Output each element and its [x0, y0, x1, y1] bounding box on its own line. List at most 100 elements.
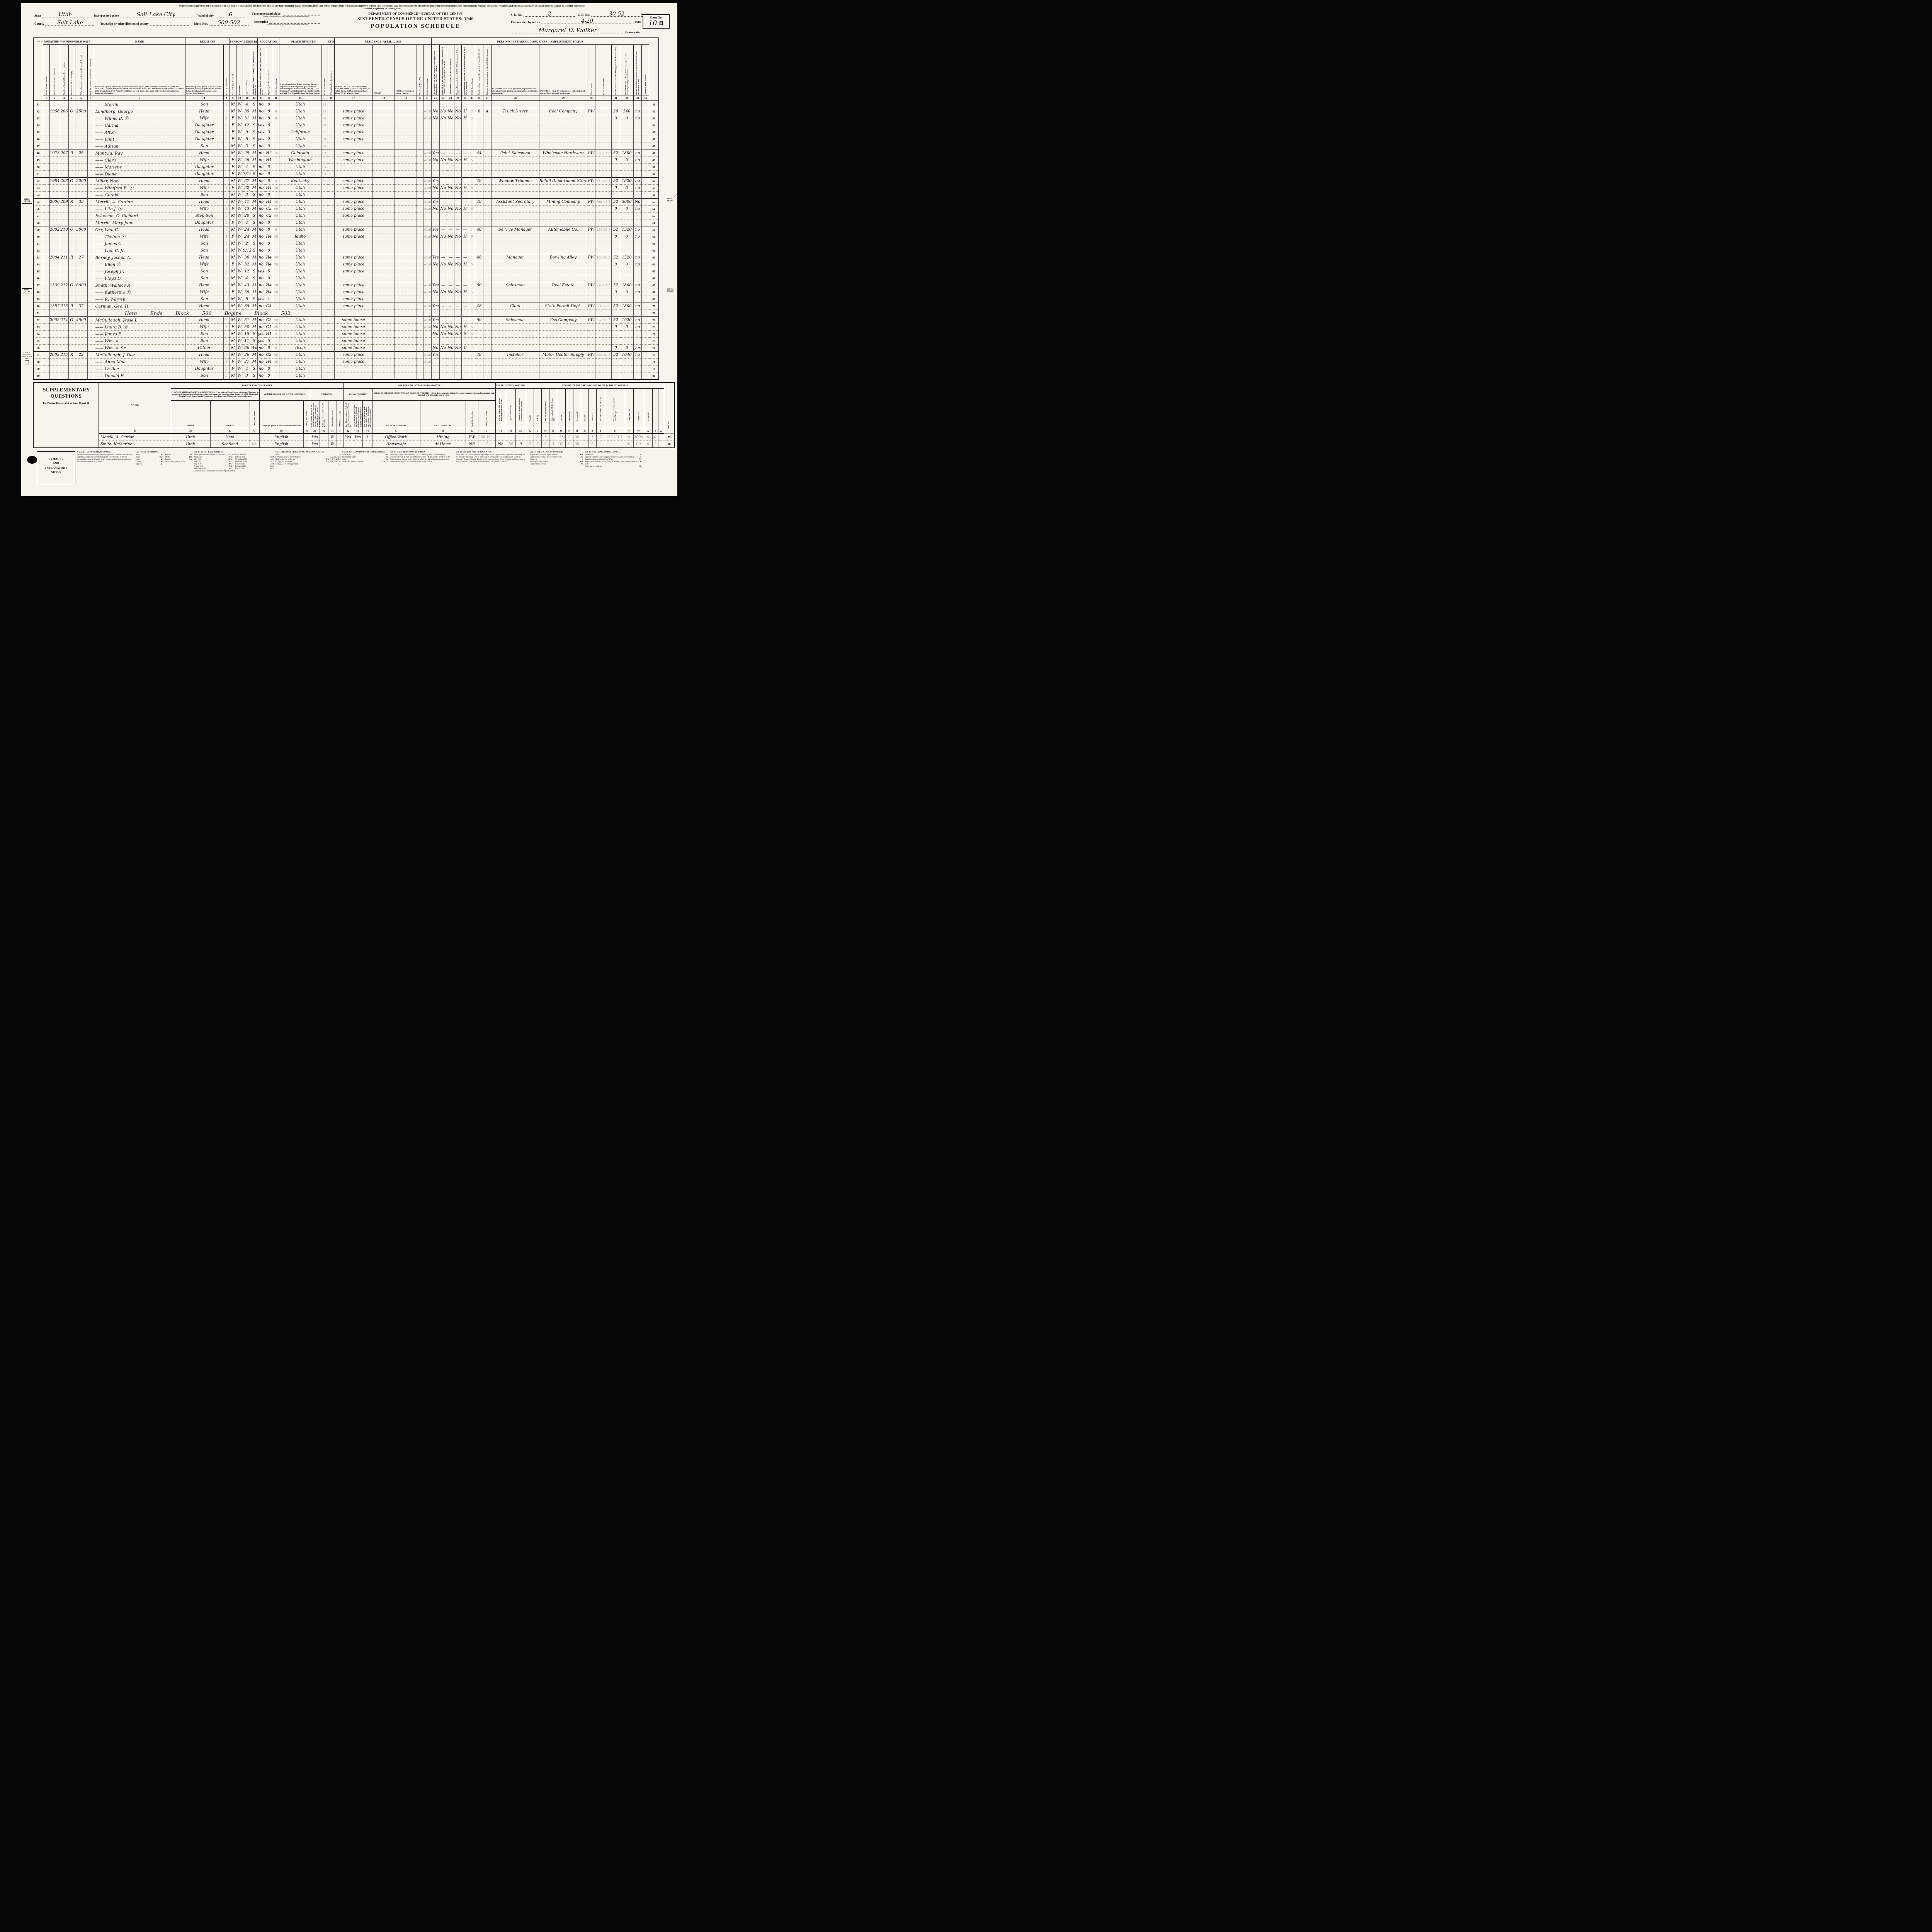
line-no: 41	[33, 100, 43, 108]
cell-house	[49, 136, 60, 143]
cell-c31	[611, 358, 621, 366]
cell-resCo	[372, 212, 395, 219]
cell-c23: —	[446, 254, 454, 261]
cell-sch: yes	[257, 296, 265, 303]
cell-street	[43, 330, 50, 338]
cell-grade: C4	[264, 303, 273, 310]
cell-occ	[491, 191, 539, 199]
cell-race: W	[236, 372, 243, 380]
cell-c24	[454, 268, 462, 275]
cell-c26	[474, 100, 483, 108]
cell-c23: —	[446, 177, 454, 185]
cell-resSt	[394, 219, 417, 226]
supp-cell-cls: PW	[465, 433, 478, 441]
cell-age: 51	[242, 316, 251, 324]
cell-c34	[641, 351, 650, 359]
cell-c21: Yes	[431, 226, 440, 233]
cell-name: —— Thelma ⓧ	[94, 233, 185, 240]
cell-cD	[423, 136, 432, 143]
cell-resCo	[372, 372, 395, 380]
cell-c22: —	[439, 198, 447, 206]
cell-cA: 0	[223, 198, 230, 206]
cell-bp: Washington	[279, 156, 321, 164]
supp-subband: USUAL OCCUPATION, INDUSTRY, AND CLASS OF…	[372, 388, 496, 401]
cell-street	[43, 358, 50, 366]
cell-cA: 1	[223, 115, 230, 122]
cell-c30	[587, 240, 595, 247]
col-desc-9: Sex—Male (M), Female (F)	[229, 44, 236, 96]
cell-resSt	[394, 108, 417, 115]
supp-cell-c48: No	[495, 440, 506, 448]
cell-c21: No	[431, 330, 440, 338]
cell-cE	[468, 296, 475, 303]
cell-farm	[87, 177, 94, 185]
cell-mar: M	[250, 358, 258, 366]
cell-c31	[611, 163, 621, 171]
cell-street	[43, 212, 50, 219]
cell-resFarm	[416, 136, 423, 143]
note-item: Spanish-American War and World War SW	[585, 459, 641, 461]
col-desc-25: Engaged in home housework (H), in school…	[461, 44, 469, 96]
cell-c24	[454, 122, 462, 129]
cell-ind	[539, 100, 588, 108]
cell-resSt	[394, 282, 417, 289]
cell-bp: Utah	[279, 100, 321, 108]
cell-rel: Daughter	[185, 365, 224, 372]
cell-rel: Head	[185, 303, 224, 310]
cell-c25	[461, 170, 469, 178]
cell-grade: C1	[264, 323, 273, 331]
cell-grade: C2	[264, 316, 273, 324]
cell-c21	[431, 372, 440, 380]
cell-grade: 0	[264, 219, 273, 226]
cell-c21: No	[431, 156, 440, 164]
cell-c26: 48	[474, 254, 483, 261]
cell-res: same place	[334, 129, 373, 136]
cell-res: same house	[334, 330, 373, 338]
cell-resFarm	[416, 323, 423, 331]
cell-bp: Utah	[279, 212, 321, 219]
supp-col-desc-42: Does this person have a Federal Social S…	[343, 400, 353, 429]
supp-cell-mother: Utah	[210, 433, 250, 441]
cell-race: W	[236, 337, 243, 345]
cell-street	[43, 344, 50, 352]
cell-sex: F	[229, 233, 236, 240]
cell-cC: 94	[321, 100, 328, 108]
cell-house: 2003	[49, 316, 60, 324]
cell-sch: no	[257, 219, 265, 226]
suppl-quest-margin-label: SUPPL. QUEST.	[22, 197, 32, 204]
cell-mar: M	[250, 233, 258, 240]
cell-resSt	[394, 337, 417, 345]
cell-cE	[468, 129, 475, 136]
cell-cD	[423, 240, 432, 247]
cell-farm	[87, 233, 94, 240]
sheet-suffix: B	[659, 20, 664, 27]
cell-c21: No	[431, 289, 440, 296]
cell-c30	[587, 296, 595, 303]
cell-resFarm	[416, 226, 423, 233]
cell-val	[75, 129, 88, 136]
cell-cC	[321, 275, 328, 282]
col-num-5: 5	[75, 95, 88, 102]
cell-sex: M	[229, 254, 236, 261]
cell-own	[68, 233, 75, 240]
cell-grade: H2	[264, 150, 273, 157]
cell-own	[68, 115, 75, 122]
supp-col-num-S: S	[588, 428, 597, 434]
cell-c26	[474, 323, 483, 331]
cell-name: —— Winifred B. ⓧ	[94, 184, 185, 192]
cell-cF	[595, 240, 612, 247]
cell-ind	[539, 275, 588, 282]
cell-name: Berney, Joseph A.	[94, 254, 185, 261]
cell-bp: Utah	[279, 122, 321, 129]
supp-cell-father: Utah	[170, 433, 211, 441]
cell-c31: 52	[611, 351, 621, 359]
supp-col-desc-37: MOTHER	[210, 400, 250, 429]
supp-col-desc-T: Hrs. wkd. or Dur. un. (26 or 27)	[596, 388, 605, 429]
cell-c27	[483, 100, 492, 108]
note-item: Japanese Jp	[136, 463, 163, 465]
group-header: RELATION	[185, 37, 230, 45]
cell-cB	[272, 122, 279, 129]
cell-resFarm	[416, 289, 423, 296]
cell-c27	[483, 289, 492, 296]
